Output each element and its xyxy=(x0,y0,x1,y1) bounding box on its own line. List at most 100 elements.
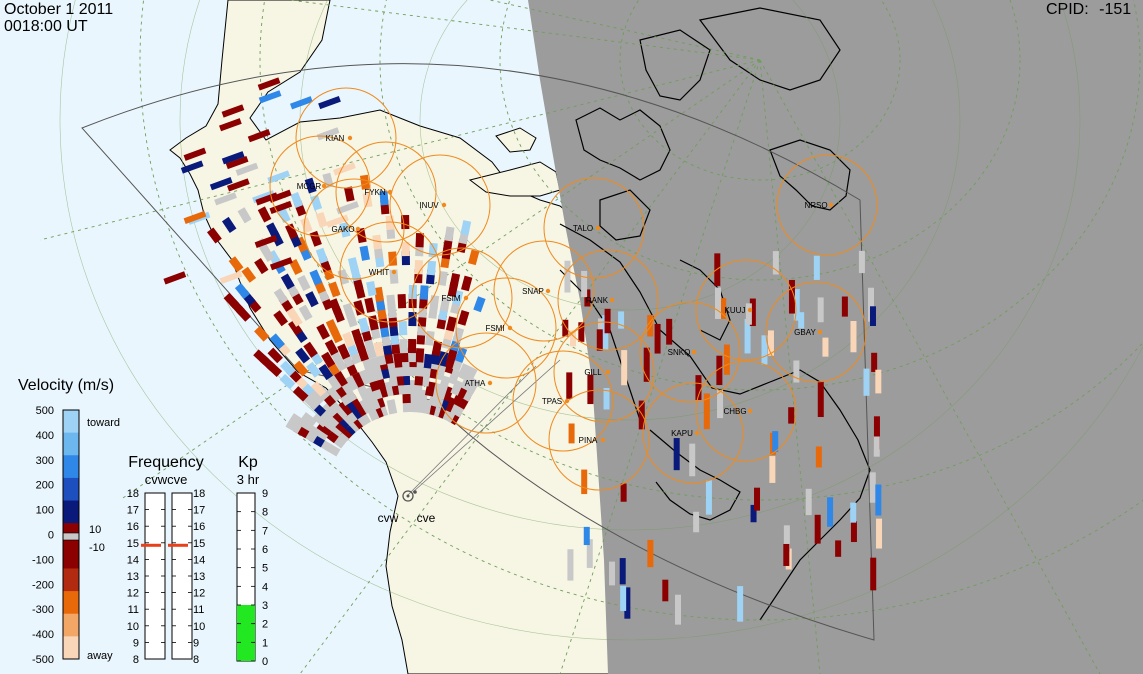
velocity-cell xyxy=(815,446,822,468)
velocity-cell xyxy=(754,487,761,511)
frequency-tick-right: 14 xyxy=(193,554,205,566)
station-fov-circle xyxy=(269,135,371,237)
station-marker xyxy=(817,329,823,335)
velocity-cell xyxy=(257,77,281,91)
velocity-cell xyxy=(266,222,280,239)
cpid-value: -151 xyxy=(1099,1,1132,18)
velocity-cell xyxy=(293,360,309,377)
velocity-cell xyxy=(183,147,207,161)
velocity-cell xyxy=(386,399,398,415)
velocity-cell xyxy=(783,543,790,566)
cve-frequency-marker xyxy=(168,543,188,547)
velocity-cell xyxy=(581,469,588,495)
velocity-legend-title: Velocity (m/s) xyxy=(18,377,114,394)
velocity-tick-label: -200 xyxy=(32,579,54,591)
velocity-cell xyxy=(397,294,407,309)
velocity-cell xyxy=(398,320,408,336)
velocity-cell xyxy=(583,526,590,546)
velocity-cell xyxy=(300,217,313,234)
velocity-cell xyxy=(813,255,820,280)
velocity-cell xyxy=(337,343,351,360)
velocity-cell xyxy=(822,337,829,357)
kp-tick-label: 6 xyxy=(262,544,268,556)
velocity-cell xyxy=(875,369,882,394)
velocity-cell xyxy=(327,375,342,392)
frequency-subtitle: cvwcve xyxy=(145,472,188,487)
velocity-cell xyxy=(720,298,727,319)
station-label: GILL xyxy=(584,368,602,377)
velocity-cell xyxy=(586,539,593,568)
station-fov-circle xyxy=(543,177,645,279)
velocity-cell xyxy=(788,279,795,314)
station-fov-circle xyxy=(553,321,655,423)
velocity-cell xyxy=(247,129,271,143)
velocity-cells xyxy=(163,77,883,625)
lat-lon-grid xyxy=(39,0,1143,674)
velocity-cell xyxy=(447,368,461,385)
velocity-cell xyxy=(316,127,340,141)
velocity-cell xyxy=(587,374,594,405)
velocity-cell xyxy=(358,317,370,333)
velocity-cell xyxy=(444,226,455,242)
velocity-cell xyxy=(359,245,370,261)
kp-legend: Kp3 hr9 8 7 6 5 4 3 2 1 0 xyxy=(236,454,268,668)
frequency-tick-left: 15 xyxy=(127,538,139,550)
velocity-cell xyxy=(342,331,355,348)
station-label: SNKQ xyxy=(668,348,691,357)
velocity-cell xyxy=(253,349,269,365)
station-marker xyxy=(441,202,447,208)
station-label: PINA xyxy=(579,436,598,445)
velocity-cell xyxy=(295,347,311,364)
velocity-cell xyxy=(235,162,259,176)
velocity-cell xyxy=(568,423,575,444)
velocity-tick-label: -300 xyxy=(32,604,54,616)
frequency-tick-left: 16 xyxy=(127,521,139,533)
mlat-grid xyxy=(59,0,1143,641)
velocity-cell xyxy=(269,333,285,350)
velocity-cell xyxy=(689,443,696,477)
velocity-cell xyxy=(180,160,204,174)
radar-label: cve xyxy=(417,511,436,525)
station-label: INUV xyxy=(419,201,439,210)
velocity-cell xyxy=(207,227,222,244)
velocity-cell xyxy=(870,557,877,591)
velocity-color-segment xyxy=(63,636,79,660)
velocity-cell xyxy=(277,206,291,224)
velocity-cell xyxy=(219,270,243,285)
velocity-cell xyxy=(457,363,471,380)
kp-subtitle: 3 hr xyxy=(237,472,260,487)
velocity-cell xyxy=(876,518,883,549)
velocity-cell xyxy=(273,288,289,305)
station-fov-circle xyxy=(335,141,437,243)
velocity-cell xyxy=(871,352,878,372)
velocity-cell xyxy=(604,308,611,334)
ground-scatter-lower-label: -10 xyxy=(89,542,105,554)
velocity-cell xyxy=(254,234,278,248)
velocity-cell xyxy=(869,306,876,326)
velocity-cell xyxy=(309,230,322,247)
velocity-cell xyxy=(304,177,317,194)
velocity-cell xyxy=(850,502,857,523)
velocity-color-segment xyxy=(63,613,79,637)
velocity-cell xyxy=(315,211,328,228)
kp-tick-label: 0 xyxy=(262,656,268,668)
station-label: GAKO xyxy=(331,225,354,234)
velocity-cell xyxy=(399,338,409,354)
frequency-tick-left: 10 xyxy=(127,621,139,633)
velocity-cell xyxy=(647,314,654,337)
station-marker xyxy=(355,226,361,232)
velocity-cell xyxy=(344,186,355,202)
velocity-cell xyxy=(353,299,365,316)
velocity-cell xyxy=(389,269,399,284)
velocity-color-segment xyxy=(63,432,79,456)
velocity-cell xyxy=(798,312,805,329)
velocity-cell xyxy=(234,283,250,299)
station-marker xyxy=(487,380,493,386)
date-label: October 1 2011 xyxy=(4,1,114,18)
velocity-cell xyxy=(875,484,882,516)
frequency-tick-left: 12 xyxy=(127,588,139,600)
velocity-cell xyxy=(609,561,616,586)
cpid-label: CPID: -151 xyxy=(1046,2,1131,18)
velocity-cell xyxy=(318,95,341,110)
